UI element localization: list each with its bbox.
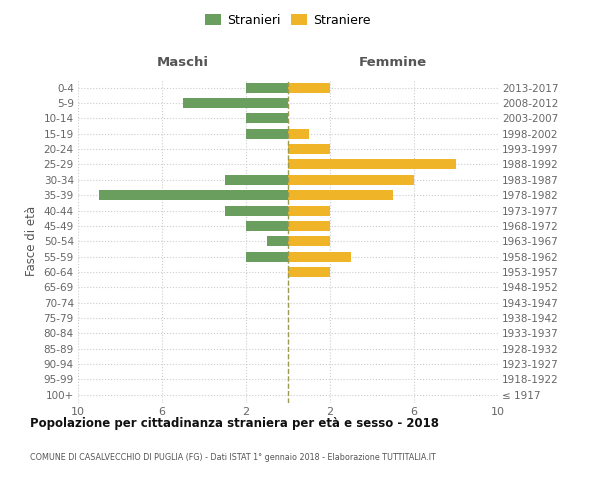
Bar: [288, 144, 330, 154]
Bar: [246, 129, 288, 138]
Bar: [246, 114, 288, 124]
Bar: [288, 252, 351, 262]
Bar: [288, 82, 330, 92]
Bar: [99, 190, 288, 200]
Bar: [225, 206, 288, 216]
Text: Femmine: Femmine: [359, 56, 427, 69]
Text: COMUNE DI CASALVECCHIO DI PUGLIA (FG) - Dati ISTAT 1° gennaio 2018 - Elaborazion: COMUNE DI CASALVECCHIO DI PUGLIA (FG) - …: [30, 452, 436, 462]
Bar: [288, 206, 330, 216]
Bar: [288, 129, 309, 138]
Text: Maschi: Maschi: [157, 56, 209, 69]
Bar: [225, 175, 288, 185]
Bar: [288, 160, 456, 170]
Bar: [288, 267, 330, 277]
Legend: Stranieri, Straniere: Stranieri, Straniere: [200, 8, 376, 32]
Bar: [288, 175, 414, 185]
Bar: [246, 82, 288, 92]
Bar: [288, 190, 393, 200]
Bar: [288, 236, 330, 246]
Bar: [267, 236, 288, 246]
Bar: [288, 221, 330, 231]
Bar: [246, 221, 288, 231]
Text: Popolazione per cittadinanza straniera per età e sesso - 2018: Popolazione per cittadinanza straniera p…: [30, 418, 439, 430]
Y-axis label: Fasce di età: Fasce di età: [25, 206, 38, 276]
Bar: [183, 98, 288, 108]
Bar: [246, 252, 288, 262]
